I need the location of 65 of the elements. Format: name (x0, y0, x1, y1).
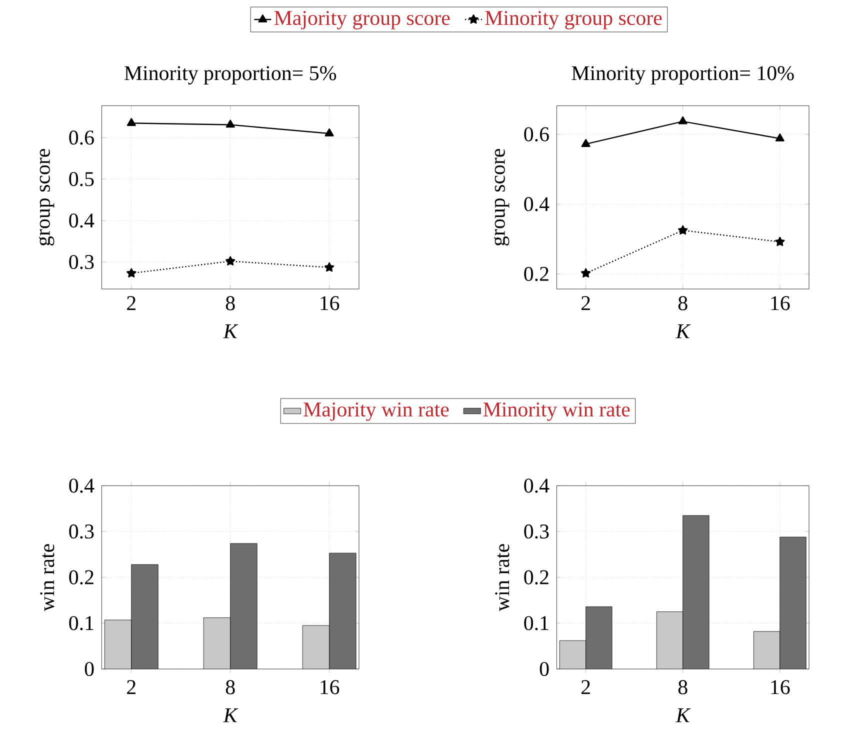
bar (586, 606, 612, 669)
y-tick-label: 0.4 (69, 478, 94, 493)
y-tick-label: 0.2 (524, 266, 548, 282)
bar (131, 564, 158, 669)
y-tick-label: 0.3 (69, 254, 94, 270)
y-tick-label: 0.3 (524, 524, 549, 539)
x-tick-label: 2 (127, 680, 136, 694)
bar (559, 640, 586, 669)
chart-title: Minority proportion= 5% (124, 66, 336, 85)
point (126, 268, 136, 278)
chart-title: Minority proportion= 10% (572, 66, 794, 85)
point (324, 128, 334, 136)
y-tick-label: 0 (540, 662, 549, 676)
x-tick-label: 16 (771, 680, 790, 694)
point (225, 256, 236, 266)
legend-label: Minority group score (485, 10, 662, 30)
x-tick-label: 8 (226, 296, 235, 310)
legend-label: Minority win rate (483, 402, 630, 421)
y-tick-label: 0.4 (524, 197, 550, 212)
x-axis-title: K (223, 708, 238, 722)
y-tick-label: 0.1 (69, 616, 94, 630)
x-tick-label: 2 (582, 680, 590, 694)
point (126, 118, 136, 126)
x-axis-title: K (223, 324, 238, 338)
x-axis-title: K (676, 324, 691, 338)
point (581, 139, 590, 147)
x-tick-label: 8 (226, 680, 235, 694)
y-tick-label: 0.2 (524, 570, 548, 584)
point (678, 116, 688, 124)
y-axis-title: group score (38, 149, 54, 246)
y-tick-label: 0.6 (524, 127, 549, 142)
point (324, 262, 334, 272)
point (580, 268, 591, 278)
point (678, 225, 688, 235)
point (775, 133, 784, 142)
y-tick-label: 0.6 (69, 130, 94, 145)
bar (230, 543, 258, 669)
x-tick-label: 16 (771, 296, 790, 310)
y-axis-title: group score (494, 149, 510, 246)
bar (104, 620, 132, 669)
bar (656, 612, 684, 669)
x-tick-label: 16 (320, 296, 340, 310)
legend-label: Majority win rate (304, 402, 449, 421)
x-tick-label: 2 (582, 296, 590, 310)
point (775, 236, 785, 246)
y-tick-label: 0.2 (69, 570, 94, 584)
x-tick-label: 16 (320, 680, 340, 694)
x-axis-title: K (676, 708, 691, 722)
legend-label: Majority group score (274, 10, 450, 30)
bar (203, 617, 231, 669)
bar (682, 515, 710, 669)
y-axis-title: win rate (40, 544, 54, 612)
y-tick-label: 0.4 (69, 213, 94, 228)
y-tick-label: 0.4 (524, 478, 550, 493)
bar (302, 625, 330, 669)
y-tick-label: 0 (84, 662, 94, 676)
x-tick-label: 2 (127, 296, 136, 310)
x-tick-label: 8 (678, 296, 688, 310)
y-axis-title: win rate (495, 544, 510, 612)
x-tick-label: 8 (678, 680, 688, 694)
y-tick-label: 0.1 (524, 616, 548, 630)
bar (753, 631, 780, 669)
point (226, 120, 235, 128)
y-tick-label: 0.5 (69, 172, 94, 186)
y-tick-label: 0.3 (69, 524, 94, 539)
